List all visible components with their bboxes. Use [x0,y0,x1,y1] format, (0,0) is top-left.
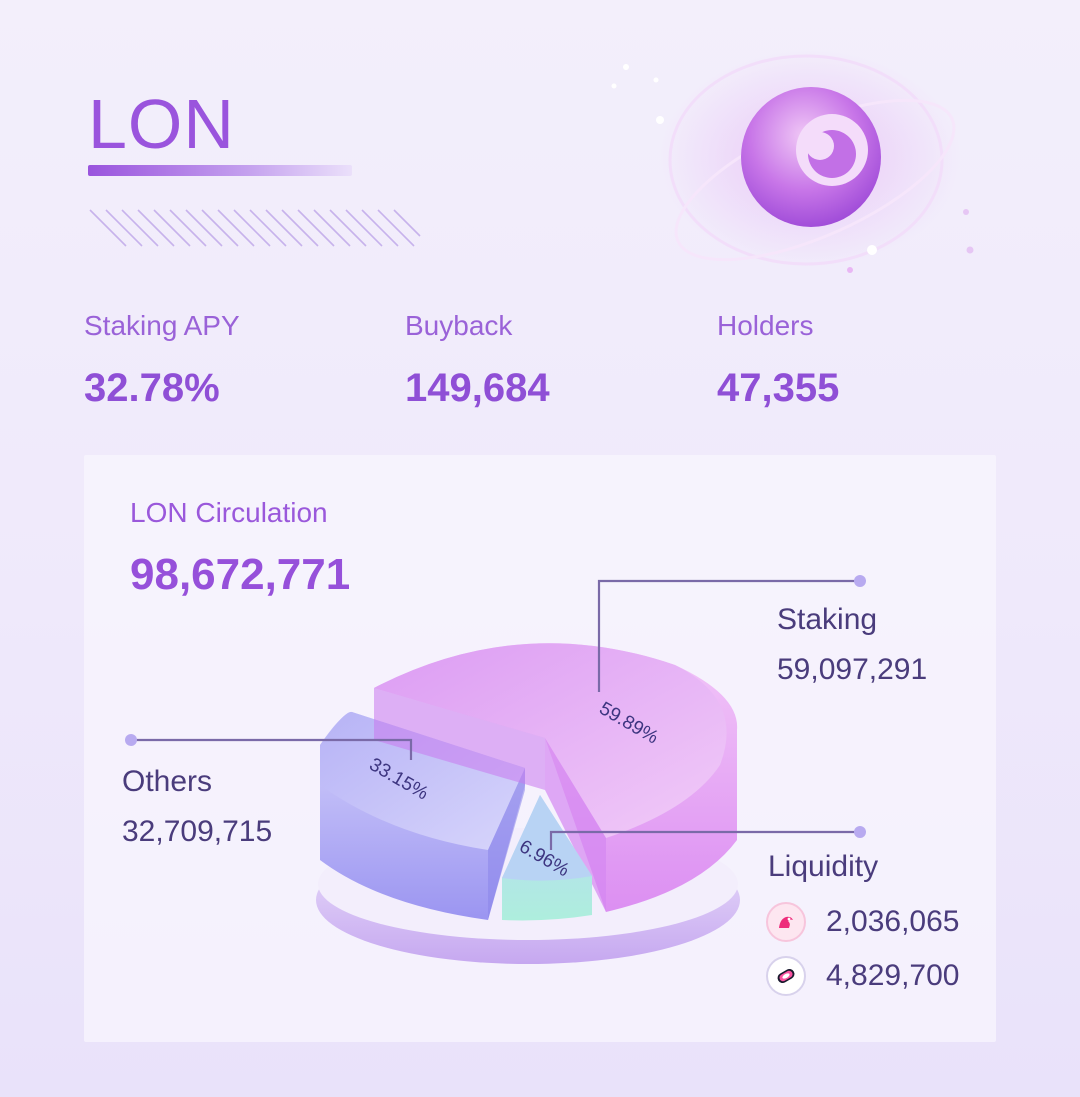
leader-line-staking [597,579,860,692]
pie-slice-liquidity [502,795,592,921]
legend-staking-name: Staking [777,603,878,636]
leader-dot-liquidity [854,826,866,838]
liquidity-sushiswap-value: 4,829,700 [826,959,960,992]
legend-others-name: Others [122,765,213,798]
stat-value: 149,684 [405,366,550,410]
liquidity-source-uniswap: 2,036,065 [766,902,959,942]
legend-liquidity-name: Liquidity [768,850,879,883]
stat-value: 32.78% [84,366,220,410]
title-underline [88,165,352,176]
circulation-value: 98,672,771 [130,550,351,599]
stat-staking-apy: Staking APY 32.78% [84,310,240,411]
lon-logo-icon [611,48,974,273]
legend-others-value: 32,709,715 [122,815,273,848]
sushiswap-icon [766,956,806,996]
hatch-decoration [89,209,421,247]
leader-dot-others [125,734,137,746]
stat-label: Staking APY [84,310,240,341]
liquidity-source-sushiswap: 4,829,700 [766,956,959,996]
liquidity-uniswap-value: 2,036,065 [826,905,960,938]
stat-buyback: Buyback 149,684 [405,310,550,411]
circulation-label: LON Circulation [130,497,328,528]
page-title: LON [88,85,235,163]
stat-value: 47,355 [717,366,840,410]
stat-label: Buyback [405,310,513,341]
leader-line-liquidity [549,830,860,850]
stat-holders: Holders 47,355 [717,310,839,411]
leader-line-others [131,738,413,760]
uniswap-icon [766,902,806,942]
leader-dot-staking [854,575,866,587]
stat-label: Holders [717,310,814,341]
pie-slice-staking [374,643,738,912]
legend-staking-value: 59,097,291 [777,653,928,686]
